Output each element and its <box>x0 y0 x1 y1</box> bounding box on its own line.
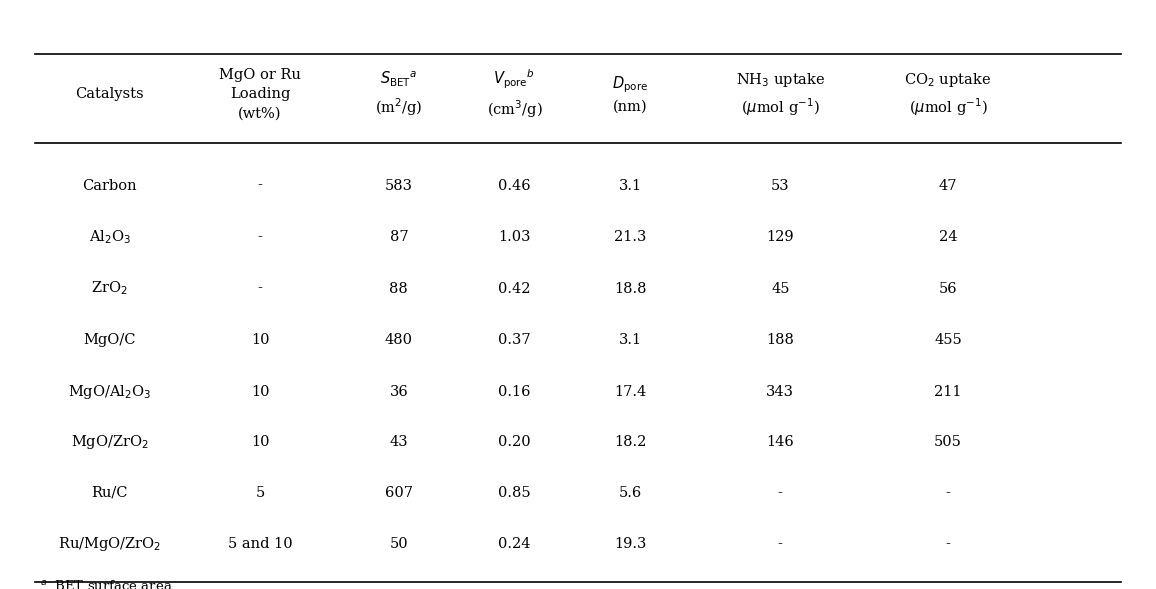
Text: 18.8: 18.8 <box>614 282 646 296</box>
Text: 0.46: 0.46 <box>498 178 531 193</box>
Text: 5: 5 <box>255 486 265 500</box>
Text: -: - <box>946 486 950 500</box>
Text: 21.3: 21.3 <box>614 230 646 244</box>
Text: MgO/ZrO$_{2}$: MgO/ZrO$_{2}$ <box>71 433 149 451</box>
Text: 455: 455 <box>934 333 962 348</box>
Text: Carbon: Carbon <box>82 178 138 193</box>
Text: 0.42: 0.42 <box>498 282 531 296</box>
Text: Catalysts: Catalysts <box>75 87 144 101</box>
Text: -: - <box>778 537 783 551</box>
Text: MgO/C: MgO/C <box>83 333 136 348</box>
Text: 583: 583 <box>385 178 413 193</box>
Text: 211: 211 <box>934 385 962 399</box>
Text: 0.16: 0.16 <box>498 385 531 399</box>
Text: Ru/C: Ru/C <box>91 486 128 500</box>
Text: Al$_{2}$O$_{3}$: Al$_{2}$O$_{3}$ <box>89 229 131 246</box>
Text: -: - <box>258 230 262 244</box>
Text: $S_{\mathrm{BET}}$$^{a}$
(m$^{2}$/g): $S_{\mathrm{BET}}$$^{a}$ (m$^{2}$/g) <box>375 70 423 118</box>
Text: 47: 47 <box>939 178 957 193</box>
Text: MgO or Ru
Loading
(wt%): MgO or Ru Loading (wt%) <box>220 68 301 120</box>
Text: 10: 10 <box>251 435 269 449</box>
Text: 56: 56 <box>939 282 957 296</box>
Text: 43: 43 <box>390 435 408 449</box>
Text: 18.2: 18.2 <box>614 435 646 449</box>
Text: 24: 24 <box>939 230 957 244</box>
Text: NH$_{3}$ uptake
($\mu$mol g$^{-1}$): NH$_{3}$ uptake ($\mu$mol g$^{-1}$) <box>735 71 825 118</box>
Text: 343: 343 <box>766 385 794 399</box>
Text: 0.24: 0.24 <box>498 537 531 551</box>
Text: 188: 188 <box>766 333 794 348</box>
Text: -: - <box>258 282 262 296</box>
Text: 88: 88 <box>390 282 408 296</box>
Text: MgO/Al$_{2}$O$_{3}$: MgO/Al$_{2}$O$_{3}$ <box>68 383 151 401</box>
Text: 3.1: 3.1 <box>618 178 642 193</box>
Text: 0.20: 0.20 <box>498 435 531 449</box>
Text: 10: 10 <box>251 385 269 399</box>
Text: $V_{\mathrm{pore}}$$^{b}$
(cm$^{3}$/g): $V_{\mathrm{pore}}$$^{b}$ (cm$^{3}$/g) <box>487 68 542 121</box>
Text: 36: 36 <box>390 385 408 399</box>
Text: 5 and 10: 5 and 10 <box>228 537 292 551</box>
Text: 17.4: 17.4 <box>614 385 646 399</box>
Text: $D_{\mathrm{pore}}$
(nm): $D_{\mathrm{pore}}$ (nm) <box>612 74 649 114</box>
Text: 1.03: 1.03 <box>498 230 531 244</box>
Text: 45: 45 <box>771 282 790 296</box>
Text: 480: 480 <box>385 333 413 348</box>
Text: -: - <box>946 537 950 551</box>
Text: 10: 10 <box>251 333 269 348</box>
Text: 0.37: 0.37 <box>498 333 531 348</box>
Text: ZrO$_{2}$: ZrO$_{2}$ <box>91 280 128 297</box>
Text: 53: 53 <box>771 178 790 193</box>
Text: CO$_{2}$ uptake
($\mu$mol g$^{-1}$): CO$_{2}$ uptake ($\mu$mol g$^{-1}$) <box>904 71 992 118</box>
Text: 607: 607 <box>385 486 413 500</box>
Text: 0.85: 0.85 <box>498 486 531 500</box>
Text: 50: 50 <box>390 537 408 551</box>
Text: 87: 87 <box>390 230 408 244</box>
Text: 5.6: 5.6 <box>618 486 642 500</box>
Text: 129: 129 <box>766 230 794 244</box>
Text: -: - <box>258 178 262 193</box>
Text: 505: 505 <box>934 435 962 449</box>
Text: $^{a}$  BET surface area: $^{a}$ BET surface area <box>40 579 173 589</box>
Text: -: - <box>778 486 783 500</box>
Text: 146: 146 <box>766 435 794 449</box>
Text: 19.3: 19.3 <box>614 537 646 551</box>
Text: 3.1: 3.1 <box>618 333 642 348</box>
Text: Ru/MgO/ZrO$_{2}$: Ru/MgO/ZrO$_{2}$ <box>58 535 162 552</box>
